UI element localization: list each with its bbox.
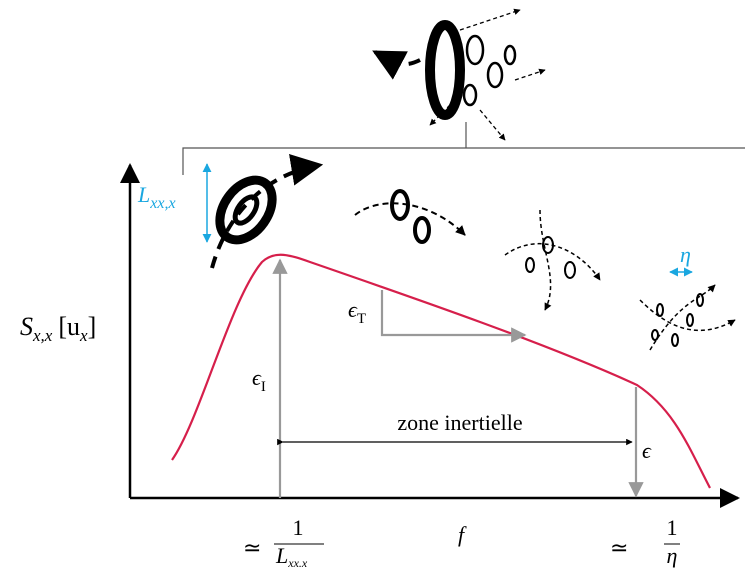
y-axis-label: Sx,x [ux] <box>20 312 96 345</box>
gray-arrows <box>272 258 644 498</box>
epsilon-label: ϵ <box>642 438 652 463</box>
x-mark-numerator: 1 <box>293 515 304 540</box>
bracket <box>182 122 745 175</box>
x-mark-numerator: 1 <box>667 515 678 540</box>
x-axis-label: f <box>458 522 467 547</box>
x-mark-denominator: η <box>667 543 678 568</box>
epsilon-t-label: ϵT <box>348 297 366 327</box>
eddies <box>210 8 736 351</box>
x-mark-prefix: ≃ <box>243 535 261 560</box>
axes <box>120 163 740 508</box>
epsilon-i-label: ϵI <box>252 365 266 395</box>
spectrum-curve <box>171 253 711 489</box>
zone-label: zone inertielle <box>397 410 522 435</box>
integral-scale-label: Lxx,x <box>137 182 176 212</box>
kolmogorov-label: η <box>680 242 691 267</box>
x-mark-prefix: ≃ <box>610 535 628 560</box>
x-mark-denominator: Lxx.x <box>275 543 308 569</box>
